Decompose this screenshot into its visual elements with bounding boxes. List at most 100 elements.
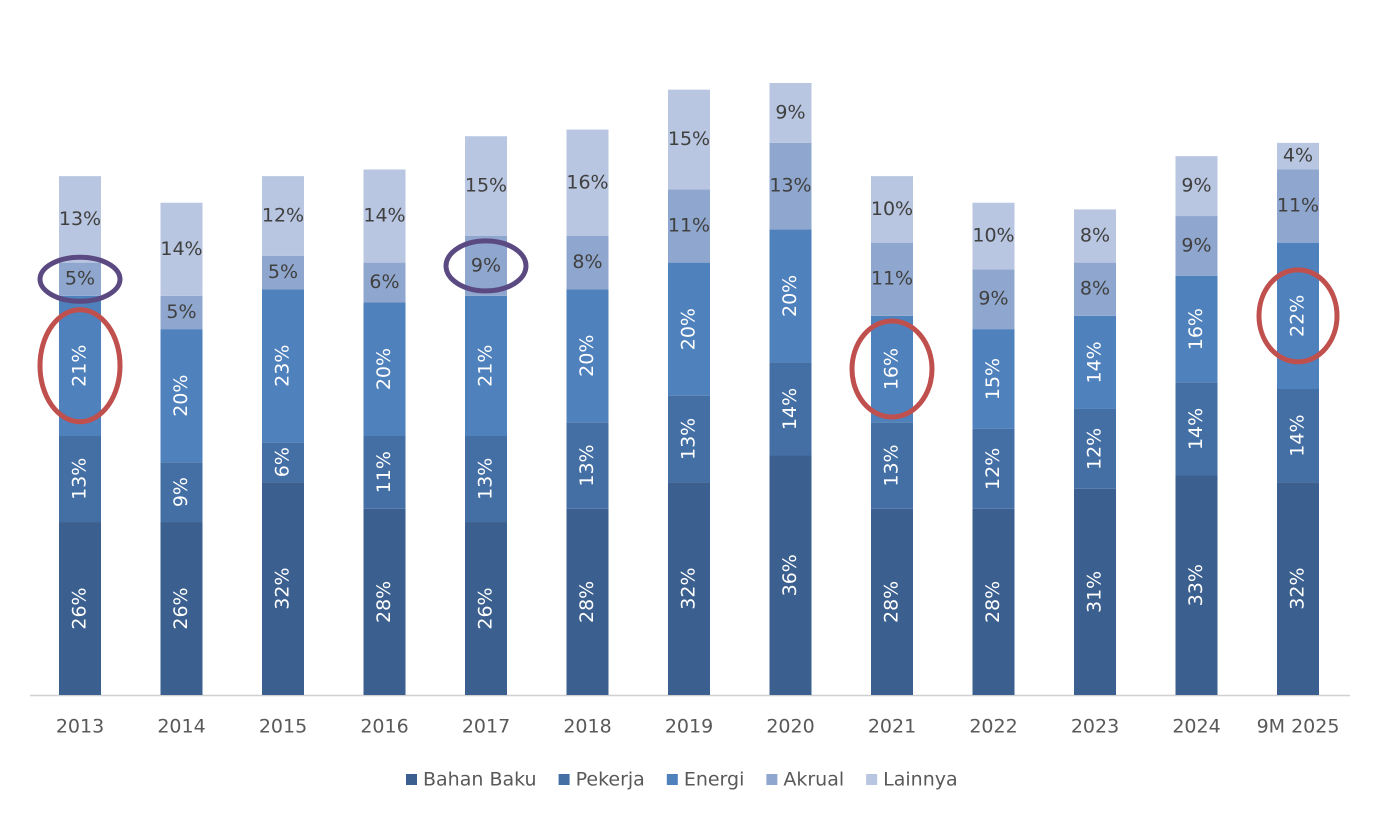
legend-label: Lainnya (883, 769, 957, 791)
data-label: 10% (972, 225, 1014, 247)
bar-segment (668, 189, 710, 263)
data-label: 13% (881, 444, 903, 486)
data-label: 33% (1185, 564, 1207, 606)
bar-segment (1074, 262, 1116, 316)
bar-segment (769, 83, 812, 143)
x-tick-label: 2019 (665, 716, 713, 738)
data-label: 26% (475, 587, 497, 629)
bar-segment (1074, 315, 1116, 409)
bar-segment (363, 302, 406, 436)
data-label: 12% (262, 205, 304, 227)
bar-segment (465, 435, 507, 523)
data-label: 26% (69, 587, 91, 629)
data-label: 9% (471, 254, 501, 276)
legend-marker (866, 774, 878, 785)
bar-segment (363, 435, 406, 509)
data-label: 14% (779, 388, 801, 430)
data-label: 16% (881, 348, 903, 390)
bar-segment (1074, 209, 1116, 263)
data-label: 12% (982, 448, 1004, 490)
data-label: 31% (1084, 571, 1106, 613)
data-label: 10% (871, 198, 913, 220)
x-tick-label: 2024 (1172, 716, 1220, 738)
data-label: 9% (775, 101, 805, 123)
data-label: 14% (363, 205, 405, 227)
bar-segment (160, 329, 203, 463)
data-label: 22% (1287, 295, 1309, 337)
x-tick-label: 2020 (766, 716, 814, 738)
data-label: 12% (1084, 428, 1106, 470)
bar-segment (871, 242, 913, 316)
bar-segment (668, 89, 710, 190)
data-label: 16% (1185, 308, 1207, 350)
data-label: 11% (871, 268, 913, 290)
data-label: 13% (59, 208, 101, 230)
bar-segment (262, 442, 304, 483)
legend-marker (558, 774, 570, 785)
bar-segment (769, 229, 812, 363)
bar-segment (769, 362, 812, 456)
bar-segment (566, 508, 609, 695)
bar-segment (1074, 488, 1116, 695)
data-label: 5% (65, 268, 95, 290)
data-label: 11% (668, 215, 710, 237)
bar-segment (363, 169, 406, 263)
data-label: 15% (982, 358, 1004, 400)
bar-segment (972, 202, 1015, 270)
highlight-ellipse (37, 254, 123, 304)
data-label: 14% (1287, 414, 1309, 456)
data-label: 21% (475, 345, 497, 387)
data-label: 20% (373, 348, 395, 390)
bar-segment (262, 255, 304, 290)
bar-segment (871, 176, 913, 243)
data-label: 14% (160, 238, 202, 260)
bar-segment (1074, 408, 1116, 489)
bar-segment (1175, 156, 1218, 217)
x-tick-label: 2015 (259, 716, 307, 738)
data-label: 14% (1185, 408, 1207, 450)
highlight-ellipse (849, 318, 935, 420)
legend-marker (406, 774, 417, 785)
legend-marker (766, 774, 778, 785)
bar-segment (972, 329, 1015, 429)
bar-segment (160, 462, 203, 523)
data-label: 5% (268, 261, 298, 283)
data-label: 8% (1080, 278, 1110, 300)
data-label: 26% (170, 587, 192, 629)
bar-segment (972, 508, 1015, 695)
data-label: 11% (373, 451, 395, 493)
data-label: 28% (881, 581, 903, 623)
bar-segment (668, 395, 710, 483)
data-label: 20% (170, 375, 192, 417)
bar-segment (769, 142, 812, 230)
data-label: 11% (1277, 195, 1319, 217)
data-label: 20% (779, 275, 801, 317)
highlight-ellipse (443, 238, 529, 294)
bar-segment (59, 262, 101, 296)
data-label: 13% (576, 444, 598, 486)
legend-label: Pekerja (576, 769, 645, 791)
data-label: 14% (1084, 341, 1106, 383)
bar-segment (59, 522, 101, 695)
bar-segment (1175, 475, 1218, 695)
data-label: 20% (576, 335, 598, 377)
data-label: 13% (69, 458, 91, 500)
bar-segment (1277, 389, 1319, 483)
data-label: 15% (668, 128, 710, 150)
data-label: 9% (978, 288, 1008, 310)
data-label: 9% (170, 477, 192, 507)
bar-segment (769, 455, 812, 695)
x-tick-label: 2013 (56, 716, 104, 738)
data-label: 32% (678, 567, 700, 609)
data-label: 13% (475, 458, 497, 500)
bar-segment (59, 176, 101, 263)
data-label: 28% (982, 581, 1004, 623)
data-label: 6% (272, 447, 294, 477)
x-tick-label: 2016 (360, 716, 408, 738)
bar-segment (668, 482, 710, 695)
data-label: 8% (572, 251, 602, 273)
bar-segment (465, 295, 507, 436)
x-tick-label: 9M 2025 (1257, 716, 1340, 738)
bar-segment (566, 129, 609, 236)
